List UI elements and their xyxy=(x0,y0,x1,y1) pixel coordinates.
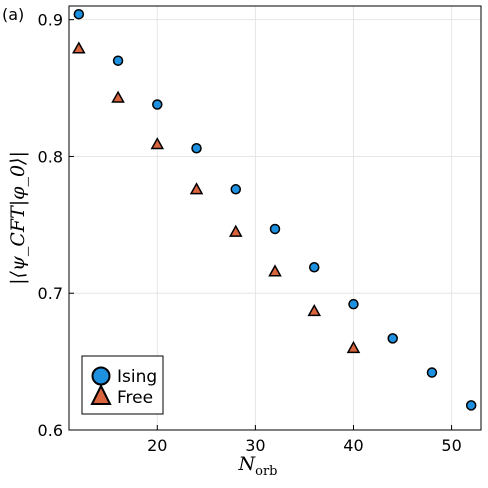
y-tick-label: 0.9 xyxy=(38,11,63,30)
ising-point xyxy=(73,8,85,20)
ising-point xyxy=(426,367,438,378)
ising-point xyxy=(348,298,359,310)
ising-point xyxy=(308,261,320,273)
panel-label: (a) xyxy=(2,5,24,24)
legend-ising-label: Ising xyxy=(117,367,157,387)
y-axis-ticks: 0.6 0.7 0.8 0.9 xyxy=(38,11,74,440)
x-tick-label: 20 xyxy=(147,436,167,455)
free-point xyxy=(307,303,322,317)
free-point xyxy=(111,90,125,103)
x-axis-label-sub: orb xyxy=(255,464,277,479)
free-point xyxy=(268,264,282,277)
legend-free-label: Free xyxy=(117,388,153,408)
legend-free-marker xyxy=(90,383,112,405)
ising-point xyxy=(191,142,202,154)
free-point xyxy=(228,224,243,237)
y-axis-label: |⟨ψ_CFT|φ_0⟩| xyxy=(7,151,29,285)
free-point xyxy=(189,182,204,195)
plot-frame xyxy=(68,5,482,431)
x-axis-ticks: 20 30 40 50 xyxy=(147,425,462,455)
free-point xyxy=(346,340,361,354)
y-tick-label: 0.7 xyxy=(38,284,63,303)
free-point xyxy=(72,41,86,54)
y-tick-label: 0.6 xyxy=(38,421,63,440)
x-tick-label: 30 xyxy=(245,436,265,455)
free-point xyxy=(150,137,165,150)
ising-point xyxy=(465,400,477,411)
data-marks xyxy=(72,8,477,411)
ising-point xyxy=(230,184,242,195)
legend-ising-marker xyxy=(91,366,111,386)
ising-point xyxy=(387,333,398,344)
ising-point xyxy=(152,99,163,110)
y-tick-label: 0.8 xyxy=(38,147,63,166)
legend: Ising Free xyxy=(81,355,164,415)
ising-point xyxy=(269,223,281,235)
x-tick-label: 40 xyxy=(343,436,363,455)
x-tick-label: 50 xyxy=(441,436,461,455)
ising-point xyxy=(112,55,124,66)
x-axis-label-main: N xyxy=(238,453,257,475)
x-axis-label: Norb xyxy=(238,453,278,479)
